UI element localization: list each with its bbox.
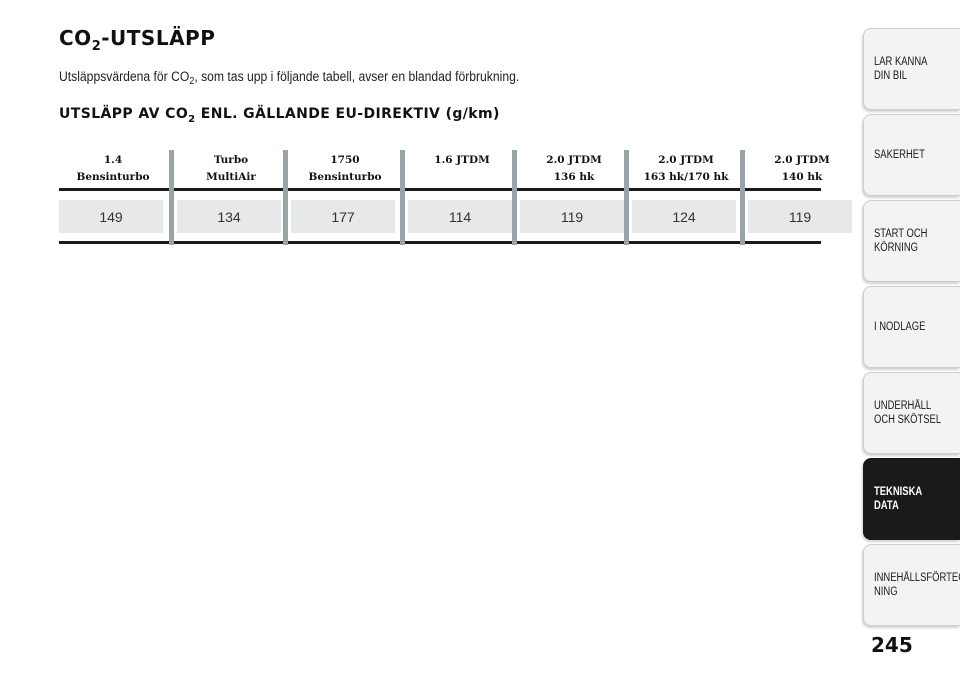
tab-underhall-och-skotsel[interactable]: UNDERHÅLL OCH SKÖTSEL xyxy=(863,372,960,454)
tab-i-nodlage[interactable]: I NÖDLÄGE xyxy=(863,286,960,368)
column-header: 1750 Bensinturbo xyxy=(308,154,382,183)
table-cell: 114 xyxy=(408,200,512,233)
table-bottom-rule xyxy=(59,241,821,244)
intro-text: Utsläppsvärdena för CO2, som tas upp i f… xyxy=(59,69,520,87)
column-divider xyxy=(512,150,517,245)
page-title: CO2-UTSLÄPP xyxy=(59,26,216,54)
column-header: Turbo MultiAir xyxy=(206,154,256,183)
tab-tekniska-data[interactable]: TEKNISKA DATA xyxy=(863,458,960,540)
table-cell: 119 xyxy=(520,200,624,233)
emissions-table: 1.4 Bensinturbo 149 Turbo MultiAir 134 175… xyxy=(59,150,852,245)
table-title: UTSLÄPP AV CO2 ENL. GÄLLANDE EU-DIREKTIV… xyxy=(59,106,500,125)
column-divider xyxy=(169,150,174,245)
column-divider xyxy=(283,150,288,245)
column-header: 2.0 JTDM 140 hk xyxy=(774,154,830,183)
table-header-rule xyxy=(59,188,821,191)
tab-sakerhet[interactable]: SÄKERHET xyxy=(863,114,960,196)
column-header: 1.4 Bensinturbo xyxy=(76,154,150,183)
column-header: 2.0 JTDM 163 hk/170 hk xyxy=(643,154,729,183)
column-divider xyxy=(740,150,745,245)
table-cell: 134 xyxy=(177,200,281,233)
tab-start-och-korning[interactable]: START OCH KÖRNING xyxy=(863,200,960,282)
page-number: 245 xyxy=(871,633,913,657)
column-header: 2.0 JTDM 136 hk xyxy=(546,154,602,183)
column-divider xyxy=(400,150,405,245)
tab-innehallsforteckning[interactable]: INNEHÅLLSFÖRTECK- NING xyxy=(863,544,960,626)
table-cell: 124 xyxy=(632,200,736,233)
table-cell: 177 xyxy=(291,200,395,233)
table-cell: 149 xyxy=(59,200,163,233)
chapter-tabs: LÄR KÄNNA DIN BIL SÄKERHET START OCH KÖR… xyxy=(863,0,960,677)
table-cell: 119 xyxy=(748,200,852,233)
tab-lar-kanna-din-bil[interactable]: LÄR KÄNNA DIN BIL xyxy=(863,28,960,110)
column-header: 1.6 JTDM xyxy=(434,154,490,166)
column-divider xyxy=(624,150,629,245)
